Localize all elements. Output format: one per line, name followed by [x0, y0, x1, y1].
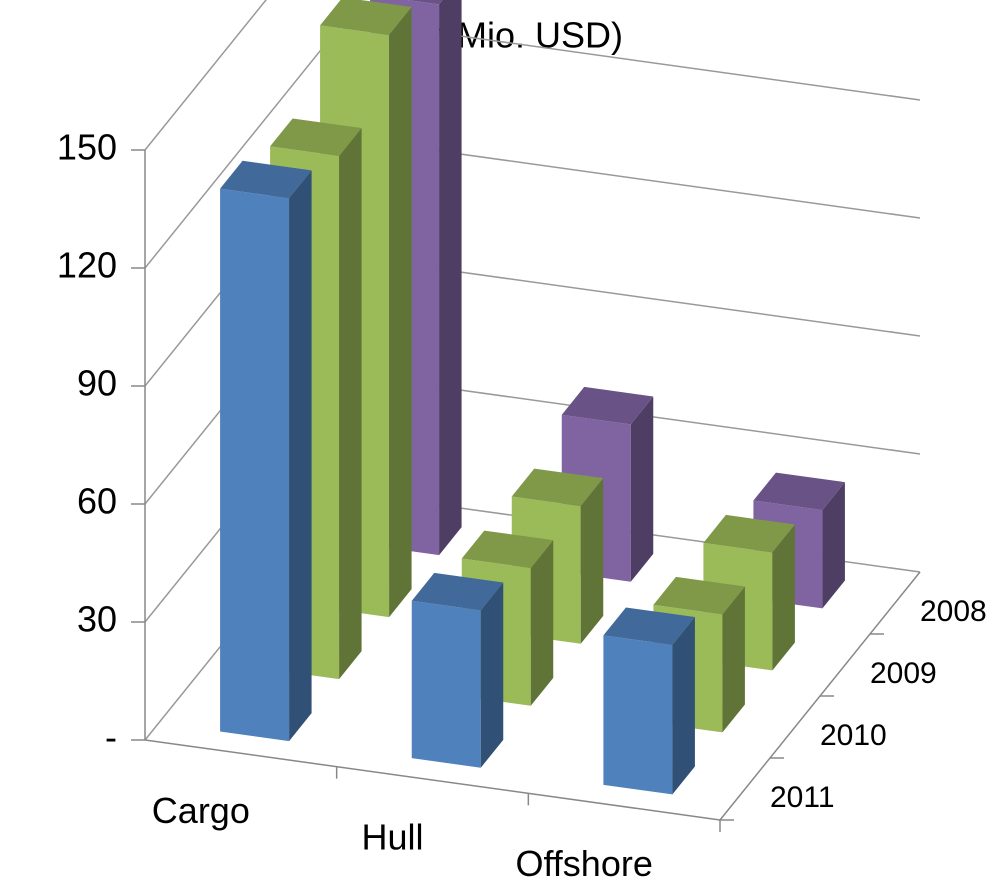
bar — [220, 160, 312, 742]
bar-side — [289, 170, 312, 742]
bar-top — [561, 386, 654, 425]
bar-side — [480, 582, 504, 768]
y-tick-label: 150 — [57, 127, 117, 168]
bar — [603, 607, 695, 795]
bar-side — [580, 478, 604, 644]
series-label: 2009 — [870, 657, 937, 690]
series-label: 2010 — [820, 719, 887, 752]
y-tick-label: 90 — [77, 363, 117, 404]
bar-side — [822, 482, 845, 609]
bar-top — [703, 514, 795, 553]
y-tick-label: - — [105, 717, 117, 758]
series-label: 2008 — [920, 595, 987, 628]
x-tick-label: Offshore — [515, 843, 652, 882]
bar-top — [270, 118, 362, 156]
bar-top — [320, 0, 412, 35]
bar-front — [603, 635, 673, 795]
bar-side — [530, 540, 554, 706]
y-tick-label: 120 — [57, 245, 117, 286]
bar — [411, 572, 504, 768]
bar-top — [461, 530, 554, 569]
series-label: 2011 — [770, 781, 835, 814]
y-tick-label: 60 — [77, 481, 117, 522]
bar-side — [339, 128, 362, 680]
bar-top — [411, 572, 504, 611]
bar-side — [630, 396, 654, 582]
bar-top — [753, 472, 845, 511]
bar-side — [672, 617, 695, 795]
y-tick-label: 30 — [77, 599, 117, 640]
bar-side — [439, 0, 462, 556]
bar-front — [411, 600, 481, 768]
bar-side — [722, 586, 745, 733]
x-tick-label: Hull — [361, 817, 423, 858]
bar-side — [389, 7, 412, 618]
x-tick-label: Cargo — [152, 790, 250, 831]
bar-top — [653, 576, 745, 615]
bar-top — [603, 607, 695, 645]
bar-top — [220, 160, 312, 199]
bar-top — [407, 0, 443, 5]
bar-top — [511, 468, 604, 507]
grid-line — [144, 0, 267, 151]
bar-side — [772, 524, 795, 671]
x-axis — [144, 739, 721, 821]
bar-front — [220, 188, 290, 742]
